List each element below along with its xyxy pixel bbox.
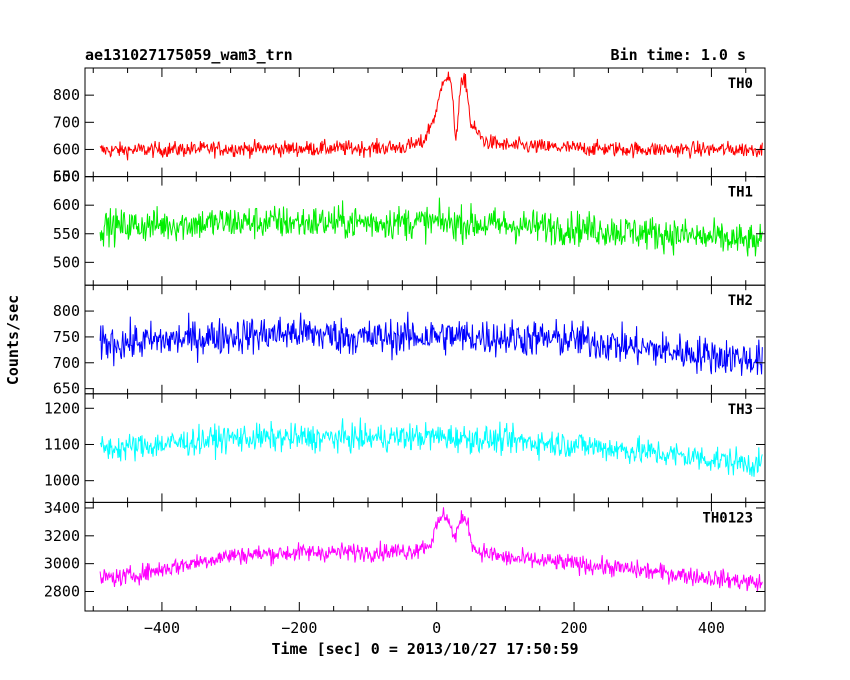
y-tick-label-th1: 500 [53, 253, 80, 271]
y-tick-label-th0: 700 [53, 113, 80, 131]
series-line-th0 [99, 71, 763, 161]
panel-th2: 650 700 750 800 TH2 [53, 284, 766, 398]
panel-frame-th0 [84, 67, 766, 178]
series-line-th2 [99, 311, 763, 376]
x-tick-label: −200 [281, 619, 317, 637]
x-tick-label: 200 [561, 619, 588, 637]
y-axis-label: Counts/sec [4, 295, 22, 385]
bin-time-label: Bin time: 1.0 s [611, 46, 746, 64]
series-line-th1 [99, 197, 763, 257]
y-tick-label-th0123: 3400 [44, 499, 80, 517]
y-tick-label-th2: 800 [53, 302, 80, 320]
series-line-th3 [99, 417, 763, 477]
x-tick-label: 400 [698, 619, 725, 637]
y-tick-label-th3: 1000 [44, 472, 80, 490]
x-tick-label: 0 [432, 619, 441, 637]
y-tick-label-th0123: 3000 [44, 555, 80, 573]
panel-th1: 500 550 600 650 TH1 [53, 168, 766, 286]
panels-group: 500 600 700 800 TH0 500 550 600 650 TH1 650 700 750 8… [44, 67, 766, 612]
panel-label-th0123: TH0123 [702, 510, 753, 526]
y-tick-label-th2: 750 [53, 328, 80, 346]
panel-th0123: 2800 3000 3200 3400 TH0123 [44, 499, 766, 612]
panel-label-th2: TH2 [728, 293, 753, 309]
y-tick-label-th3: 1100 [44, 435, 80, 453]
panel-label-th1: TH1 [728, 185, 753, 201]
y-tick-label-th3: 1200 [44, 399, 80, 417]
y-tick-label-th1: 550 [53, 225, 80, 243]
y-tick-label-th1: 600 [53, 196, 80, 214]
chart-title: ae131027175059_wam3_trn [85, 46, 293, 64]
y-tick-label-th2: 650 [53, 380, 80, 398]
panel-frame-th0123 [84, 501, 766, 612]
y-tick-label-th1: 650 [53, 168, 80, 186]
y-tick-label-th0: 800 [53, 86, 80, 104]
y-tick-label-th0123: 2800 [44, 583, 80, 601]
panel-label-th0: TH0 [728, 76, 753, 92]
x-axis: −400 −200 0 200 400 [144, 619, 725, 637]
panel-label-th3: TH3 [728, 402, 753, 418]
panel-th0: 500 600 700 800 TH0 [53, 67, 766, 186]
x-tick-label: −400 [144, 619, 180, 637]
series-line-th0123 [99, 507, 763, 592]
panel-frame-th3 [84, 393, 766, 503]
panel-th3: 1000 1100 1200 TH3 [44, 393, 766, 503]
y-tick-label-th0: 500 [53, 168, 80, 186]
y-tick-label-th2: 700 [53, 354, 80, 372]
y-tick-label-th0123: 3200 [44, 527, 80, 545]
x-axis-label: Time [sec] 0 = 2013/10/27 17:50:59 [271, 640, 578, 658]
y-tick-label-th0: 600 [53, 140, 80, 158]
